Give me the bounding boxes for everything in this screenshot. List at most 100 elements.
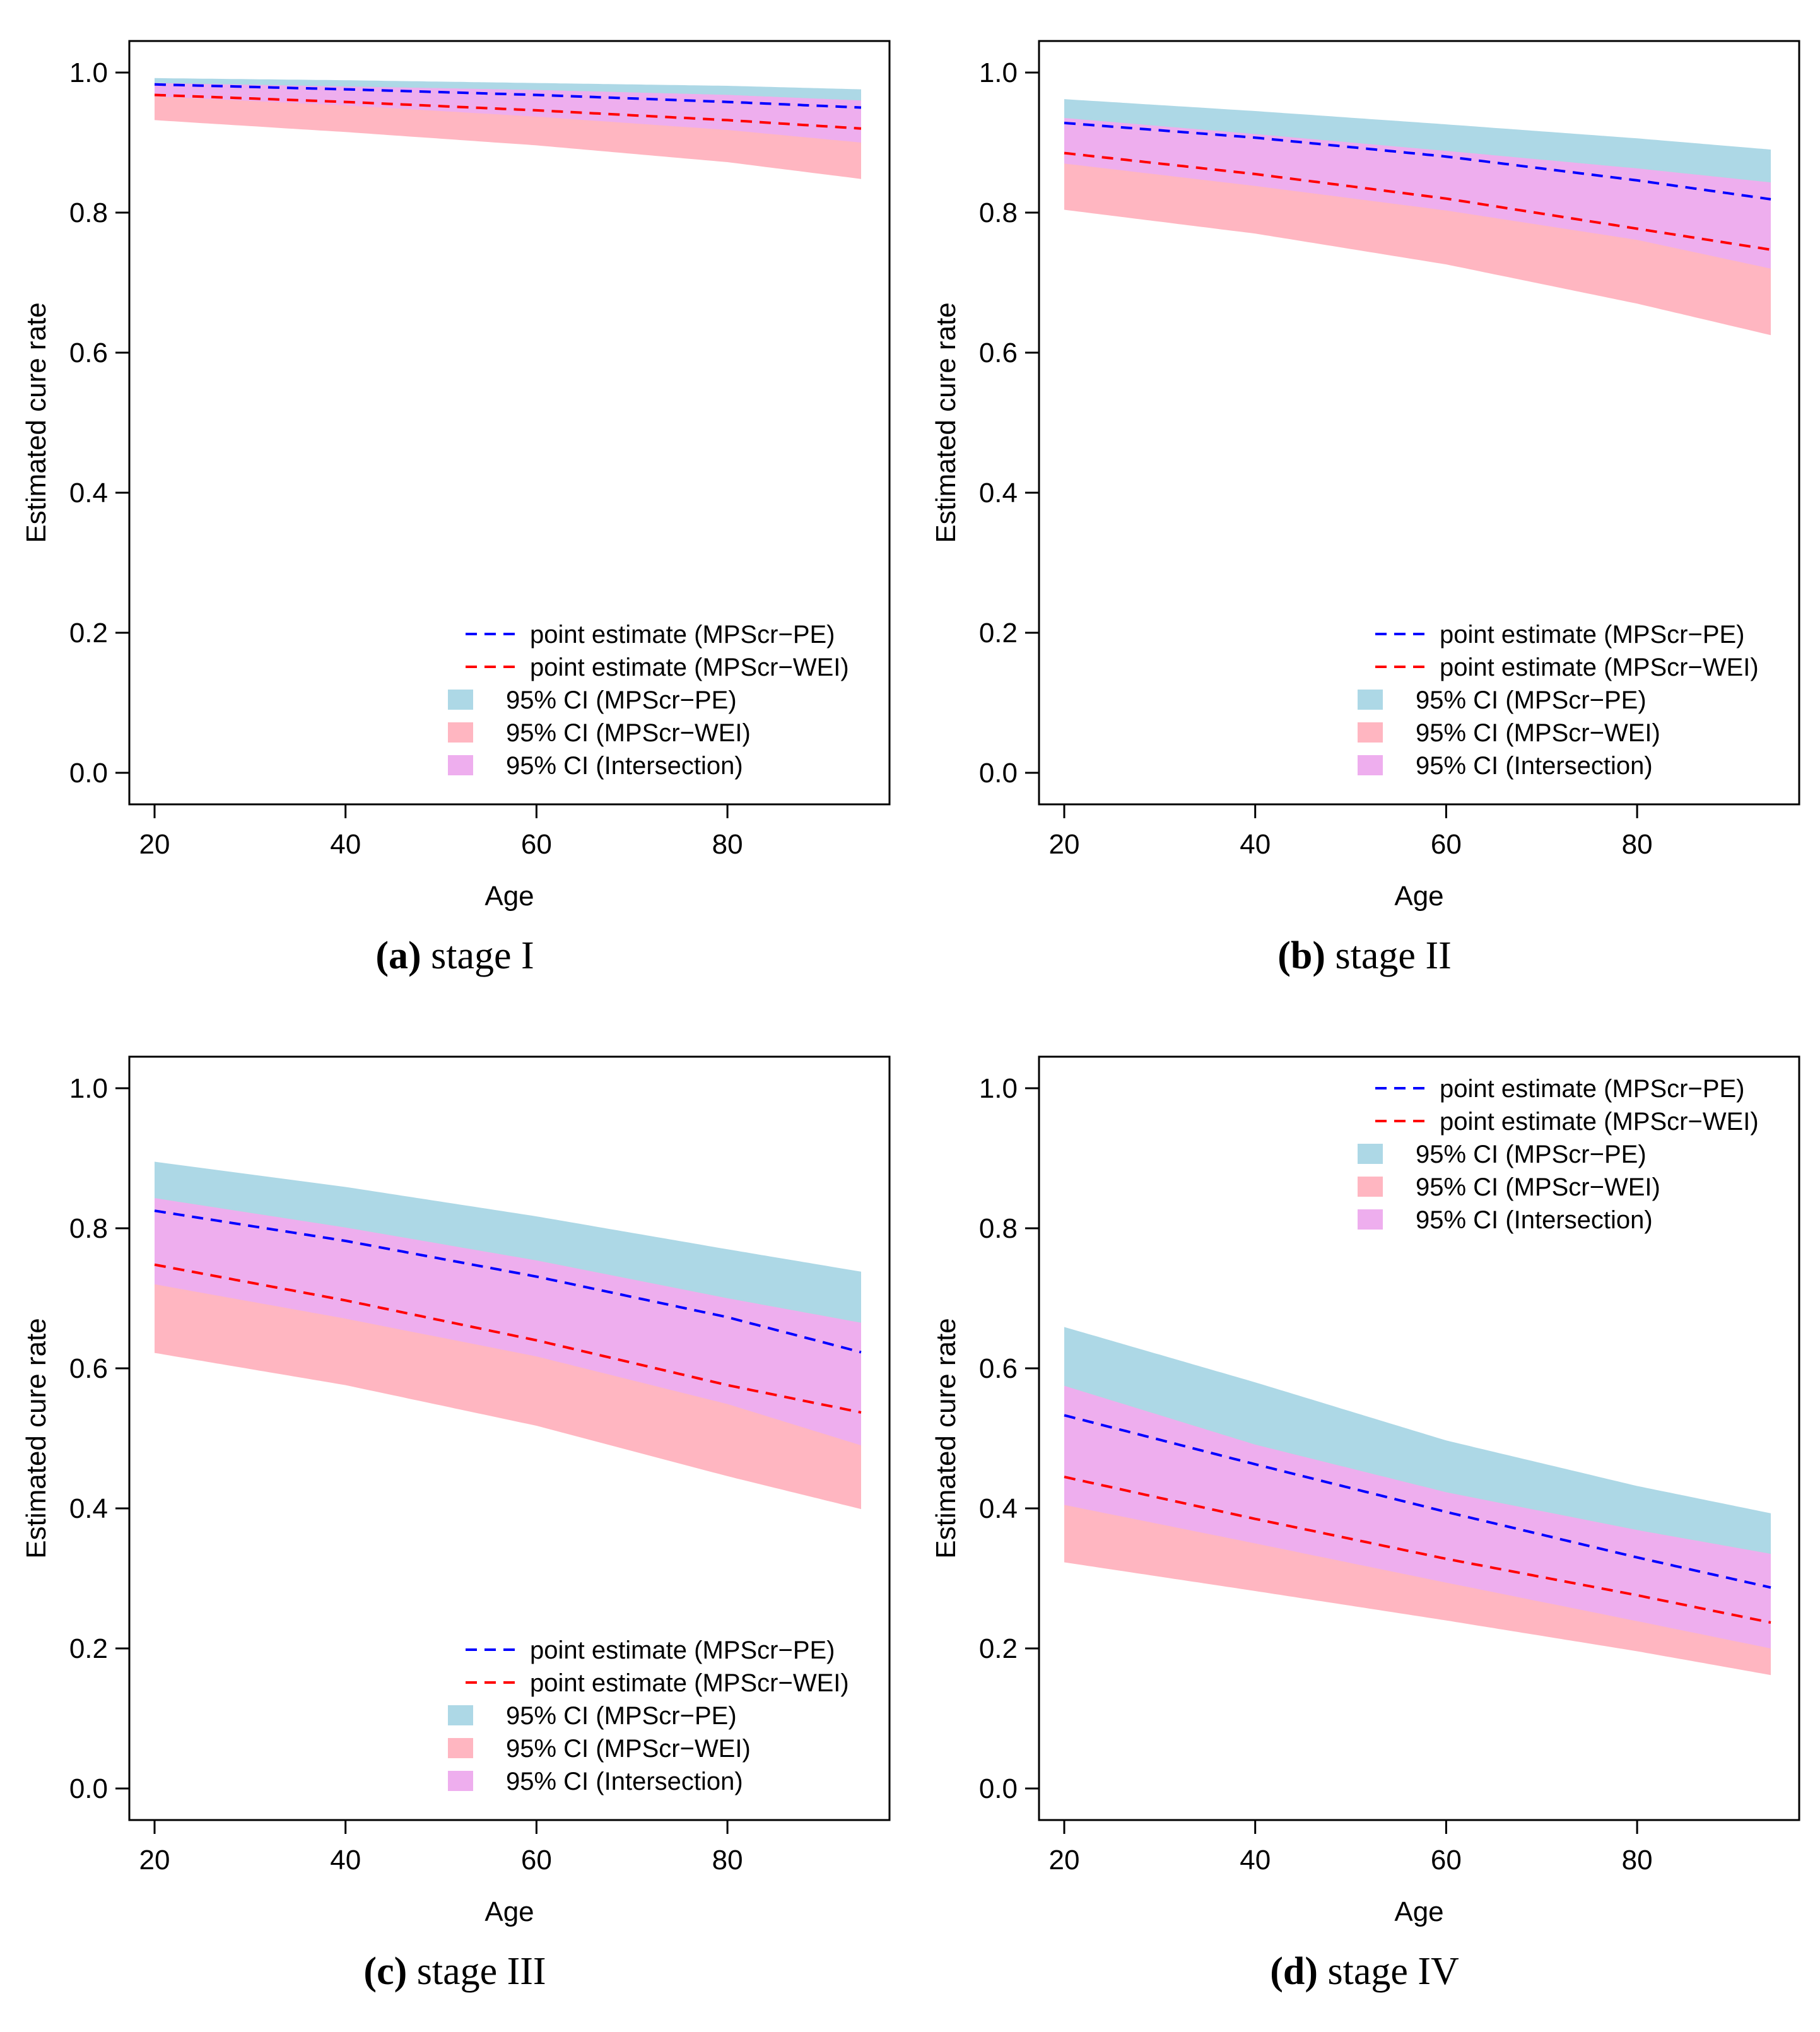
x-tick-label: 40 <box>330 829 361 860</box>
caption-letter: (a) <box>375 934 421 977</box>
legend-wei-line-label: point estimate (MPScr−WEI) <box>530 654 849 681</box>
legend-ci-wei-label: 95% CI (MPScr−WEI) <box>506 719 751 747</box>
legend-ci-pe-key <box>448 1705 473 1725</box>
y-tick-label: 0.2 <box>979 618 1018 649</box>
plot-frame <box>128 1055 891 1821</box>
caption-a: (a) stage I <box>0 934 910 978</box>
legend-ci-wei-key <box>1358 1177 1383 1197</box>
caption-c: (c) stage III <box>0 1949 910 1994</box>
caption-title: stage IV <box>1327 1950 1459 1993</box>
caption-letter: (c) <box>363 1950 408 1993</box>
y-tick-label: 0.6 <box>979 1353 1018 1384</box>
y-tick-label: 1.0 <box>69 57 108 88</box>
y-axis-label: Estimated cure rate <box>931 1318 961 1559</box>
legend-ci-intersection-label: 95% CI (Intersection) <box>506 1768 743 1795</box>
x-axis-label: Age <box>1394 1896 1443 1927</box>
legend-wei-line-label: point estimate (MPScr−WEI) <box>530 1669 849 1697</box>
x-tick-label: 60 <box>1431 1845 1462 1876</box>
caption-d: (d) stage IV <box>910 1949 1819 1994</box>
line-pe <box>154 83 862 109</box>
line-wei <box>154 1263 862 1414</box>
legend-ci-intersection-key <box>448 1771 473 1791</box>
legend-ci-intersection-key <box>1358 755 1383 775</box>
legend-ci-wei-key <box>448 1738 473 1758</box>
caption-letter: (b) <box>1277 934 1326 977</box>
x-tick-label: 80 <box>1622 1845 1653 1876</box>
caption-title: stage II <box>1335 934 1452 977</box>
y-tick-label: 0.2 <box>69 618 108 649</box>
x-tick-label: 60 <box>521 1845 552 1876</box>
plot-frame <box>1038 40 1800 806</box>
line-pe <box>1064 1414 1771 1589</box>
x-tick-label: 60 <box>1431 829 1462 860</box>
legend-pe-line-label: point estimate (MPScr−PE) <box>530 1636 835 1664</box>
legend-pe-line-label: point estimate (MPScr−PE) <box>1440 1075 1745 1103</box>
y-tick-label: 0.0 <box>979 758 1018 789</box>
legend-pe-line-label: point estimate (MPScr−PE) <box>1440 621 1745 649</box>
line-wei <box>1064 151 1771 251</box>
legend-ci-intersection-key <box>1358 1209 1383 1230</box>
legend-ci-pe-label: 95% CI (MPScr−PE) <box>1416 686 1647 714</box>
panel-d: 0.0 0.2 0.4 0.6 0.8 1.0 20 40 60 80 Age Estimated c… <box>910 1016 1819 2031</box>
chart-d: 0.0 0.2 0.4 0.6 0.8 1.0 20 40 60 80 Age Estimated c… <box>931 1055 1800 1927</box>
x-tick-label: 20 <box>139 829 170 860</box>
chart-c: 0.0 0.2 0.4 0.6 0.8 1.0 20 40 60 80 Age Estimated c… <box>21 1055 891 1927</box>
legend-ci-pe-label: 95% CI (MPScr−PE) <box>506 1702 737 1730</box>
x-tick-label: 40 <box>330 1845 361 1876</box>
x-tick-label: 60 <box>521 829 552 860</box>
legend-ci-pe-key <box>1358 690 1383 710</box>
ci-band-intersection <box>155 1198 861 1446</box>
y-tick-label: 0.8 <box>69 1213 108 1244</box>
legend-pe-line-label: point estimate (MPScr−PE) <box>530 621 835 649</box>
y-tick-label: 0.0 <box>979 1773 1018 1804</box>
y-tick-label: 0.8 <box>979 197 1018 228</box>
legend-wei-line-label: point estimate (MPScr−WEI) <box>1440 1108 1759 1136</box>
legend-ci-intersection-label: 95% CI (Intersection) <box>506 752 743 780</box>
x-tick-label: 20 <box>1049 829 1080 860</box>
x-tick-label: 80 <box>1622 829 1653 860</box>
y-tick-label: 0.6 <box>69 338 108 368</box>
y-tick-label: 0.0 <box>69 758 108 789</box>
y-tick-label: 0.2 <box>69 1633 108 1664</box>
y-tick-label: 0.4 <box>979 478 1018 508</box>
x-tick-label: 80 <box>712 829 743 860</box>
x-tick-label: 40 <box>1240 829 1271 860</box>
line-wei <box>1064 1476 1771 1624</box>
legend-wei-line-label: point estimate (MPScr−WEI) <box>1440 654 1759 681</box>
caption-title: stage III <box>416 1950 546 1993</box>
ci-band-intersection <box>1064 118 1771 269</box>
y-tick-label: 0.2 <box>979 1633 1018 1664</box>
legend-ci-pe-key <box>448 690 473 710</box>
legend-ci-wei-key <box>448 722 473 743</box>
caption-title: stage I <box>431 934 534 977</box>
y-tick-label: 1.0 <box>979 57 1018 88</box>
legend-ci-wei-label: 95% CI (MPScr−WEI) <box>506 1735 751 1763</box>
legend-ci-intersection-key <box>448 755 473 775</box>
y-tick-label: 0.4 <box>69 1493 108 1524</box>
y-tick-label: 0.4 <box>69 478 108 508</box>
panel-c: 0.0 0.2 0.4 0.6 0.8 1.0 20 40 60 80 Age Estimated c… <box>0 1016 910 2031</box>
line-pe <box>1064 121 1771 201</box>
y-axis-label: Estimated cure rate <box>931 302 961 543</box>
y-tick-label: 0.6 <box>69 1353 108 1384</box>
ci-band-intersection <box>155 83 861 143</box>
caption-b: (b) stage II <box>910 934 1819 978</box>
plot-frame <box>128 40 891 806</box>
plot-frame <box>1038 1055 1800 1821</box>
x-axis-label: Age <box>484 881 534 912</box>
panel-a: 0.0 0.2 0.4 0.6 0.8 1.0 20 40 60 80 Age Estimated c… <box>0 0 910 1016</box>
chart-a: 0.0 0.2 0.4 0.6 0.8 1.0 20 40 60 80 Age Estimated c… <box>21 40 891 912</box>
y-tick-label: 1.0 <box>69 1073 108 1104</box>
x-axis-label: Age <box>1394 881 1443 912</box>
y-tick-label: 0.8 <box>979 1213 1018 1244</box>
y-axis-label: Estimated cure rate <box>21 1318 52 1559</box>
x-tick-label: 80 <box>712 1845 743 1876</box>
ci-band-intersection <box>1064 1385 1771 1648</box>
legend-ci-intersection-label: 95% CI (Intersection) <box>1416 1206 1653 1234</box>
line-wei <box>154 93 862 130</box>
chart-b: 0.0 0.2 0.4 0.6 0.8 1.0 20 40 60 80 Age Estimated c… <box>931 40 1800 912</box>
legend-ci-intersection-label: 95% CI (Intersection) <box>1416 752 1653 780</box>
y-tick-label: 0.0 <box>69 1773 108 1804</box>
legend-ci-wei-label: 95% CI (MPScr−WEI) <box>1416 1173 1660 1201</box>
legend-ci-wei-label: 95% CI (MPScr−WEI) <box>1416 719 1660 747</box>
